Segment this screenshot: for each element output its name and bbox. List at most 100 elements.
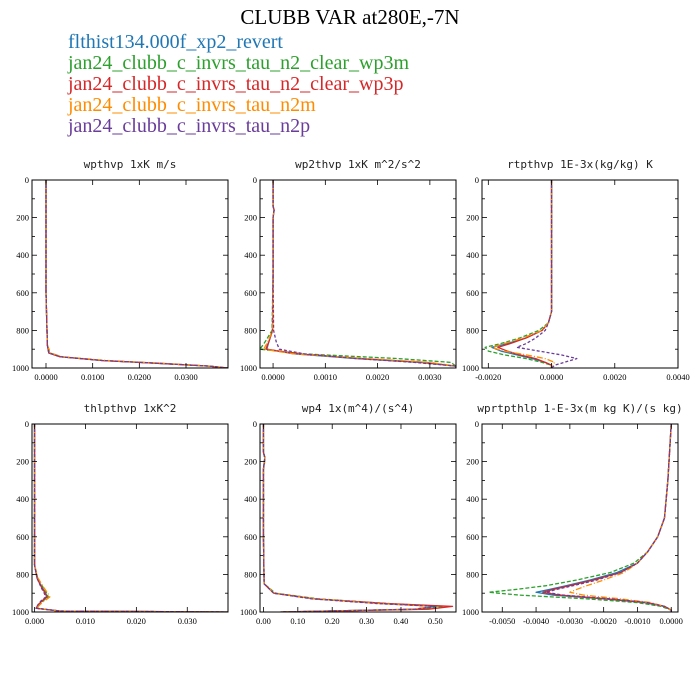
panel-frame [259, 179, 457, 369]
panel-frame [259, 423, 457, 613]
x-tick-label: -0.0020 [475, 372, 501, 382]
y-tick-label: 1000 [12, 363, 29, 373]
x-tick-label: 0.0300 [174, 372, 197, 382]
panel-frame [31, 179, 229, 369]
y-tick-label: 400 [244, 250, 257, 260]
series-line-2 [45, 180, 228, 368]
x-tick-label: 0.020 [127, 616, 146, 626]
legend-label: jan24_clubb_c_invrs_tau_n2_clear_wp3p [67, 73, 403, 95]
y-tick-label: 1000 [462, 607, 479, 617]
series-line-1 [33, 424, 228, 612]
y-tick-label: 800 [466, 325, 479, 335]
y-tick-label: 200 [16, 457, 29, 467]
y-tick-label: 800 [466, 569, 479, 579]
x-tick-label: 0.10 [290, 616, 305, 626]
series-line-5 [272, 180, 456, 368]
x-tick-label: -0.0010 [624, 616, 650, 626]
x-tick-label: 0.000 [25, 616, 44, 626]
y-tick-label: 1000 [240, 607, 257, 617]
series-line-4 [33, 424, 228, 612]
legend-label: flthist134.000f_xp2_revert [68, 31, 283, 53]
figure-title: CLUBB VAR at280E,-7N [240, 5, 459, 29]
series-group [260, 180, 456, 368]
series-group [484, 180, 578, 368]
y-tick-label: 200 [16, 213, 29, 223]
y-tick-label: 600 [466, 288, 479, 298]
y-tick-label: 0 [25, 175, 29, 185]
y-tick-label: 800 [244, 569, 257, 579]
series-line-4 [490, 180, 556, 368]
series-line-2 [262, 424, 443, 612]
panel: wp2thvp 1xK m^2/s^2 0 200 400 600 800 1000 0.00… [240, 158, 457, 382]
y-tick-label: 400 [466, 494, 479, 504]
panel-title: rtpthvp 1E-3x(kg/kg) K [507, 158, 653, 171]
series-group [488, 424, 672, 612]
y-tick-label: 800 [16, 325, 29, 335]
y-tick-label: 600 [466, 532, 479, 542]
series-group [33, 424, 228, 612]
y-tick-label: 200 [244, 457, 257, 467]
series-line-2 [488, 424, 672, 612]
series-line-3 [45, 180, 228, 368]
y-tick-label: 200 [244, 213, 257, 223]
legend-label: jan24_clubb_c_invrs_tau_n2m [67, 94, 316, 116]
series-line-1 [266, 180, 456, 368]
panel-frame [481, 179, 679, 369]
series-line-3 [262, 424, 454, 612]
panel: wpthvp 1xK m/s 0 200 400 600 800 1000 0.0000 0.0… [12, 158, 229, 382]
series-line-4 [262, 424, 433, 612]
x-tick-label: 0.0000 [660, 616, 683, 626]
y-tick-label: 400 [466, 250, 479, 260]
panel: rtpthvp 1E-3x(kg/kg) K 0 200 400 600 800 1000-… [462, 158, 690, 382]
y-tick-label: 200 [466, 457, 479, 467]
series-line-5 [45, 180, 228, 368]
panel-title: wpthvp 1xK m/s [84, 158, 177, 171]
y-tick-label: 0 [25, 419, 29, 429]
series-group [45, 180, 228, 368]
series-line-3 [542, 424, 672, 612]
legend-label: jan24_clubb_c_invrs_tau_n2_clear_wp3m [67, 52, 409, 74]
y-tick-label: 0 [475, 419, 479, 429]
x-tick-label: 0.30 [359, 616, 374, 626]
series-line-1 [262, 424, 437, 612]
x-tick-label: 0.0000 [261, 372, 284, 382]
series-line-4 [45, 180, 228, 368]
x-tick-label: 0.0020 [603, 372, 626, 382]
x-tick-label: 0.0010 [314, 372, 337, 382]
panel-frame [31, 423, 229, 613]
x-tick-label: 0.0200 [128, 372, 151, 382]
series-line-5 [545, 424, 672, 612]
legend-entry: jan24_clubb_c_invrs_tau_n2p [67, 115, 310, 137]
x-tick-label: 0.0000 [34, 372, 57, 382]
y-tick-label: 400 [16, 494, 29, 504]
x-tick-label: 0.0030 [418, 372, 441, 382]
x-tick-label: -0.0040 [523, 616, 549, 626]
y-tick-label: 600 [244, 532, 257, 542]
x-tick-label: 0.20 [325, 616, 340, 626]
x-tick-label: 0.030 [178, 616, 197, 626]
y-tick-label: 800 [244, 325, 257, 335]
panel: wprtpthlp 1-E-3x(m kg K)/(s kg) 0 200 400 60… [462, 402, 683, 626]
series-line-4 [569, 424, 672, 612]
y-tick-label: 1000 [12, 607, 29, 617]
panel-title: wprtpthlp 1-E-3x(m kg K)/(s kg) [477, 402, 682, 415]
series-group [262, 424, 454, 612]
x-tick-label: 0.0040 [666, 372, 689, 382]
x-tick-label: -0.0020 [591, 616, 617, 626]
legend-entry: jan24_clubb_c_invrs_tau_n2_clear_wp3p [67, 73, 403, 95]
legend-entry: jan24_clubb_c_invrs_tau_n2m [67, 94, 316, 116]
series-line-3 [265, 180, 456, 368]
y-tick-label: 600 [244, 288, 257, 298]
legend-entry: flthist134.000f_xp2_revert [68, 31, 283, 53]
y-tick-label: 200 [466, 213, 479, 223]
x-tick-label: -0.0030 [557, 616, 583, 626]
y-tick-label: 400 [244, 494, 257, 504]
y-tick-label: 1000 [462, 363, 479, 373]
y-tick-label: 1000 [240, 363, 257, 373]
y-tick-label: 800 [16, 569, 29, 579]
series-line-2 [33, 424, 228, 612]
